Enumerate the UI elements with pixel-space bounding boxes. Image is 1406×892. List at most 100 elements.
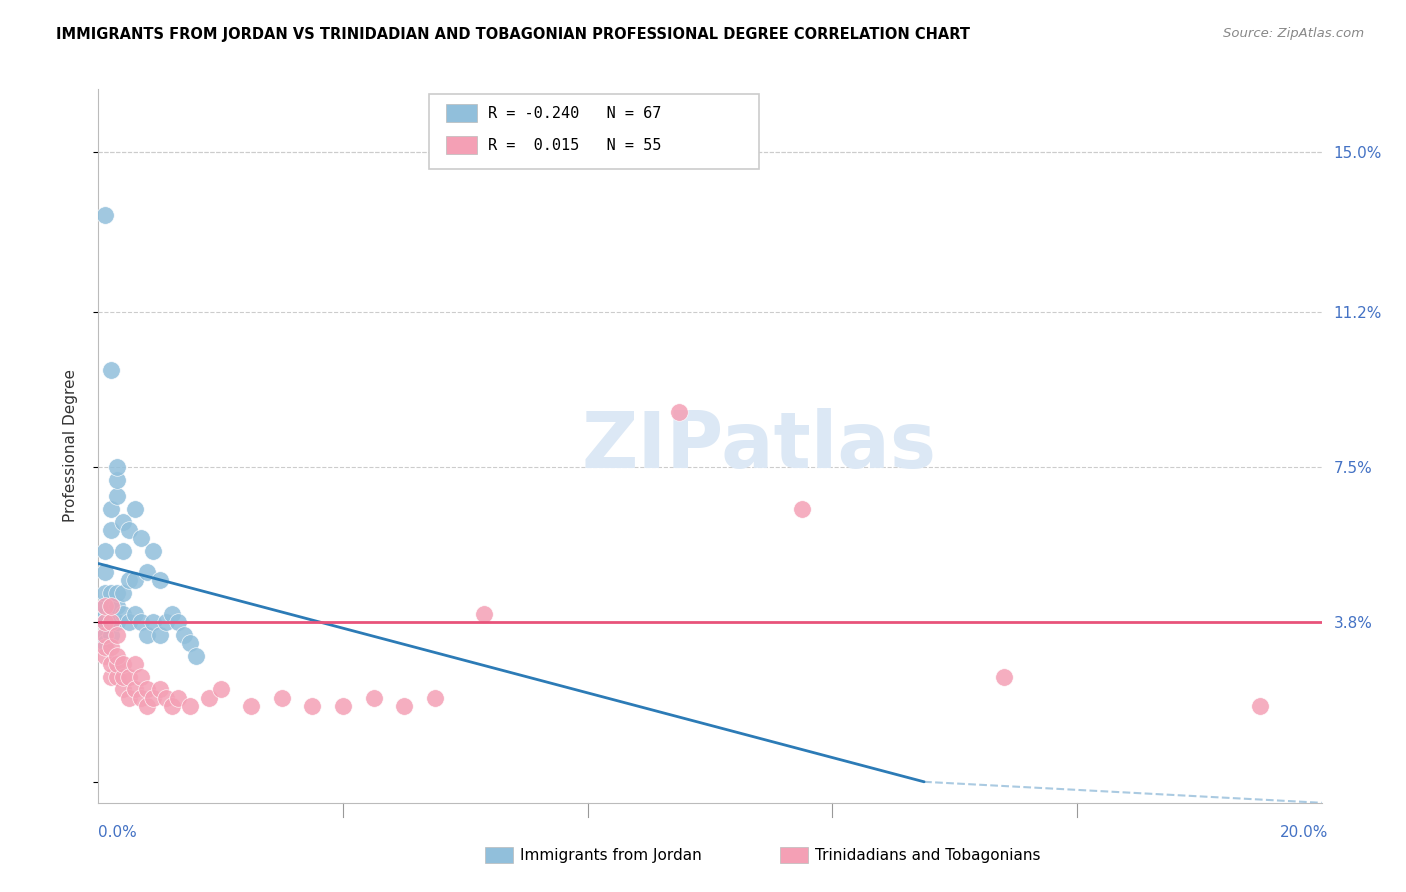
Text: ZIPatlas: ZIPatlas xyxy=(582,408,936,484)
Point xyxy=(100,628,122,642)
Text: 0.0%: 0.0% xyxy=(98,825,138,840)
Point xyxy=(100,657,122,672)
Point xyxy=(167,615,190,630)
Point xyxy=(100,523,122,537)
Point xyxy=(173,628,195,642)
Point xyxy=(111,657,134,672)
Point xyxy=(124,682,146,697)
Point xyxy=(142,690,165,705)
Point xyxy=(100,599,122,613)
Text: Immigrants from Jordan: Immigrants from Jordan xyxy=(520,848,702,863)
Point xyxy=(100,502,122,516)
Point xyxy=(124,502,146,516)
Point xyxy=(105,648,128,663)
Point xyxy=(100,615,122,630)
Point xyxy=(197,690,219,705)
Point xyxy=(118,690,141,705)
Point xyxy=(186,648,208,663)
Point xyxy=(149,682,172,697)
Text: 20.0%: 20.0% xyxy=(1281,825,1329,840)
Point xyxy=(167,690,190,705)
Point xyxy=(129,615,152,630)
Point xyxy=(105,615,128,630)
Point xyxy=(111,515,134,529)
Point xyxy=(100,599,122,613)
Point xyxy=(105,657,128,672)
Point xyxy=(93,640,115,655)
Point xyxy=(118,523,141,537)
Point xyxy=(93,615,115,630)
Point xyxy=(93,544,115,558)
Point xyxy=(472,607,495,621)
Point xyxy=(149,574,172,588)
Point xyxy=(100,670,122,684)
Point xyxy=(332,699,354,714)
Point xyxy=(363,690,385,705)
Point xyxy=(179,699,201,714)
Point xyxy=(301,699,323,714)
Point xyxy=(105,489,128,503)
Point xyxy=(93,599,115,613)
Y-axis label: Professional Degree: Professional Degree xyxy=(63,369,77,523)
Point xyxy=(209,682,232,697)
Point xyxy=(93,615,115,630)
Point xyxy=(240,699,263,714)
Point xyxy=(100,615,122,630)
Point xyxy=(136,628,159,642)
Point xyxy=(1249,699,1271,714)
Point xyxy=(93,607,115,621)
Point xyxy=(142,544,165,558)
Point xyxy=(105,586,128,600)
Point xyxy=(160,607,183,621)
Point xyxy=(118,574,141,588)
Point xyxy=(136,565,159,579)
Point xyxy=(423,690,446,705)
Point xyxy=(155,615,177,630)
Point xyxy=(111,544,134,558)
Point xyxy=(179,636,201,650)
Point xyxy=(790,502,813,516)
Point xyxy=(160,699,183,714)
Point xyxy=(124,607,146,621)
Point xyxy=(93,648,115,663)
Text: Trinidadians and Tobagonians: Trinidadians and Tobagonians xyxy=(815,848,1040,863)
Point xyxy=(124,574,146,588)
Point xyxy=(118,615,141,630)
Point xyxy=(105,473,128,487)
Point xyxy=(111,682,134,697)
Point xyxy=(100,607,122,621)
Text: R = -0.240   N = 67: R = -0.240 N = 67 xyxy=(488,106,661,120)
Point xyxy=(105,599,128,613)
Point xyxy=(124,657,146,672)
Point xyxy=(155,690,177,705)
Point xyxy=(93,586,115,600)
Point xyxy=(668,405,690,419)
Point xyxy=(111,670,134,684)
Point xyxy=(93,565,115,579)
Point xyxy=(993,670,1015,684)
Point xyxy=(270,690,292,705)
Point xyxy=(93,208,115,222)
Point xyxy=(392,699,416,714)
Point xyxy=(93,628,115,642)
Point xyxy=(105,670,128,684)
Point xyxy=(129,532,152,546)
Point xyxy=(100,640,122,655)
Point xyxy=(136,682,159,697)
Text: Source: ZipAtlas.com: Source: ZipAtlas.com xyxy=(1223,27,1364,40)
Point xyxy=(100,586,122,600)
Text: R =  0.015   N = 55: R = 0.015 N = 55 xyxy=(488,138,661,153)
Point xyxy=(93,628,115,642)
Point xyxy=(93,599,115,613)
Point xyxy=(129,690,152,705)
Point xyxy=(105,628,128,642)
Point xyxy=(111,607,134,621)
Point xyxy=(149,628,172,642)
Point xyxy=(105,460,128,475)
Point xyxy=(111,586,134,600)
Point xyxy=(142,615,165,630)
Point xyxy=(93,636,115,650)
Point xyxy=(100,363,122,377)
Point xyxy=(136,699,159,714)
Point xyxy=(129,670,152,684)
